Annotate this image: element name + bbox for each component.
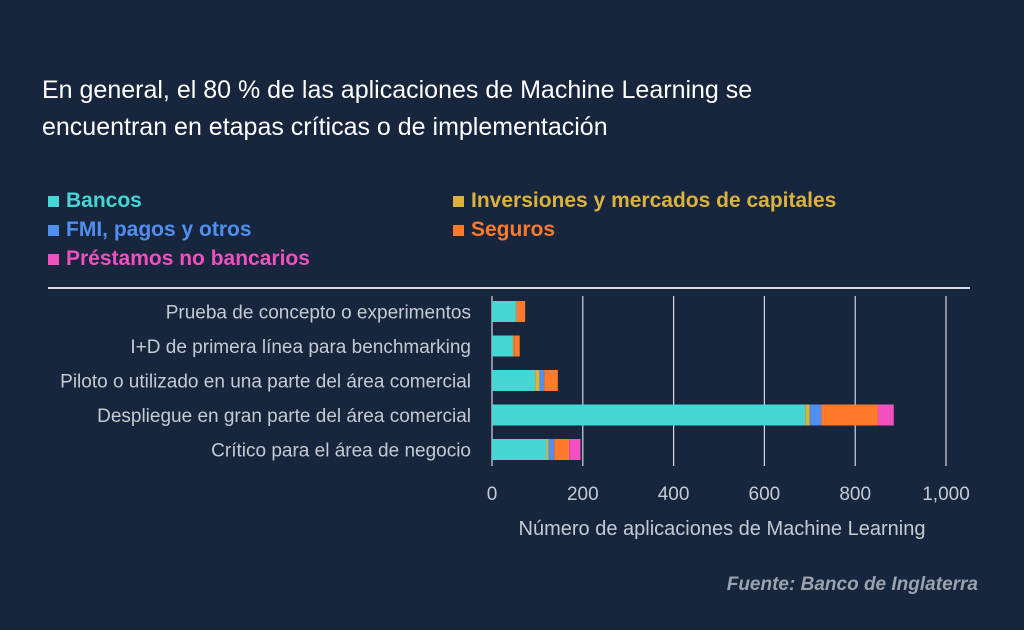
x-tick-label: 800 [839,484,871,505]
legend-item-seguros: Seguros [453,218,555,242]
category-label: Piloto o utilizado en una parte del área… [60,372,471,393]
legend-label: Bancos [66,189,142,212]
bar-segment [516,301,526,322]
x-tick-label: 200 [567,484,599,505]
legend-swatch [48,253,59,265]
bar-segment [805,404,810,426]
bar-segment [492,370,536,391]
bar-segment [569,439,581,460]
bar-segment [515,301,517,322]
bar-segment [546,439,549,460]
legend-swatch [453,224,464,236]
bar-segment [877,404,894,426]
x-tick-label: 1,000 [922,484,970,505]
bar-segment [539,370,545,391]
legend-label: Préstamos no bancarios [66,247,310,270]
legend-swatch [48,195,59,207]
x-tick-label: 400 [658,484,690,505]
legend-item-bancos: Bancos [48,189,142,213]
bar-segment [554,439,570,460]
bar-segment [535,370,540,391]
title-line-1: En general, el 80 % de las aplicaciones … [42,76,753,104]
bar-segment [514,335,520,357]
bar-segment [544,370,558,391]
legend-swatch [453,195,464,207]
bars [492,301,894,460]
x-tick-labels: 0 200 400 600 800 1,000 [487,484,970,505]
bar-segment [492,439,547,460]
bar-segment [512,335,514,357]
category-labels: Prueba de concepto o experimentos I+D de … [60,303,471,462]
bar-segment [821,404,878,426]
legend-label: Seguros [471,218,556,241]
legend-label: FMI, pagos y otros [66,218,252,241]
legend-swatch [48,224,59,236]
chart-title: En general, el 80 % de las aplicaciones … [42,72,942,146]
bar-segment [492,404,806,426]
x-tick-label: 600 [749,484,781,505]
category-label: Prueba de concepto o experimentos [166,303,471,324]
title-line-2: encuentran en etapas críticas o de imple… [42,113,608,141]
x-axis-label: Número de aplicaciones de Machine Learni… [519,518,926,540]
x-tick-label: 0 [487,484,498,505]
legend-item-inversiones: Inversiones y mercados de capitales [453,189,836,213]
legend-label: Inversiones y mercados de capitales [471,189,837,212]
source-note: Fuente: Banco de Inglaterra [726,574,978,595]
legend-item-prestamos: Préstamos no bancarios [48,247,310,271]
category-label: I+D de primera línea para benchmarking [130,337,471,358]
category-label: Despliegue en gran parte del área comerc… [97,406,471,427]
bar-segment [809,404,822,426]
bar-segment [548,439,555,460]
legend-item-fmi: FMI, pagos y otros [48,218,252,242]
category-label: Crítico para el área de negocio [211,441,471,462]
bar-segment [492,335,513,357]
bar-segment [492,301,516,322]
